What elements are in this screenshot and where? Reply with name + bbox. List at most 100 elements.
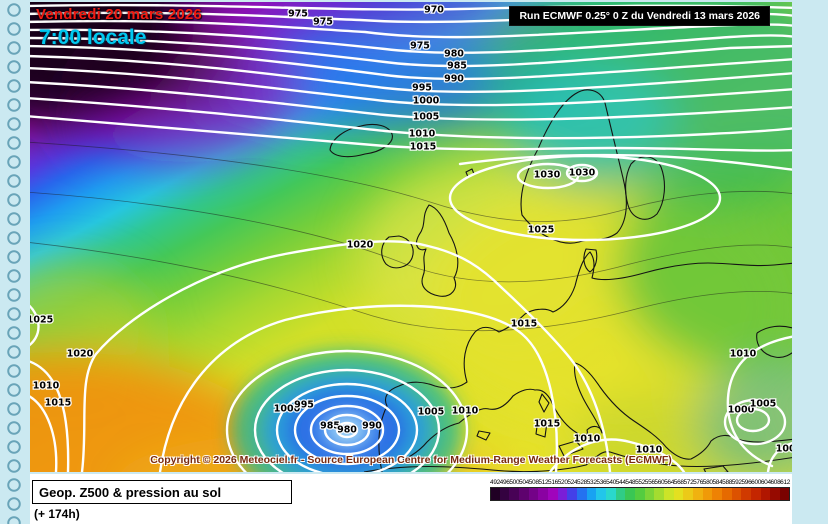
legend-color [712,487,723,501]
legend-color [586,487,597,501]
legend-value: 596 [741,479,752,486]
pressure-label: 1010 [574,434,601,445]
legend-color [751,487,761,501]
legend-entry: 524 [567,479,578,501]
pressure-labels: 9759759709759809859909951000100510101015… [30,3,792,457]
pressure-label: 995 [294,400,314,411]
z500-contours [30,141,792,331]
forecast-date: Vendredi 20 mars 2026 [36,6,202,23]
legend-color [722,487,732,501]
pressure-label: 1010 [409,129,436,140]
pressure-label: 1005 [413,112,439,123]
legend-color [702,487,713,501]
pressure-label: 1020 [347,240,374,251]
legend-color [509,487,520,501]
legend-entry: 552 [635,479,645,501]
legend-value: 568 [673,479,684,486]
legend-value: 524 [567,479,578,486]
pressure-label: 1005 [750,399,776,410]
legend-color [615,487,626,501]
legend-entry: 604 [760,479,771,501]
copyright-notice: Copyright © 2026 Meteociel.fr - Source E… [150,454,672,466]
forecast-time: 7:00 locale [39,26,147,49]
legend-value: 584 [712,479,723,486]
legend-entry: 596 [741,479,752,501]
legend-entry: 560 [654,479,665,501]
pressure-label: 1020 [67,349,94,360]
pressure-label: 1015 [410,142,436,153]
legend-value: 492 [490,479,500,486]
legend-entry: 512 [538,479,549,501]
legend-entry: 508 [528,479,539,501]
pressure-label: 1010 [33,381,60,392]
legend-color [635,487,645,501]
legend-color [528,487,539,501]
legend-value: 532 [586,479,597,486]
pressure-label: 995 [412,83,432,94]
legend-color [683,487,694,501]
map-title: Geop. Z500 & pression au sol [39,484,222,500]
pressure-label: 970 [424,5,444,16]
pressure-label: 985 [320,421,340,432]
legend-value: 496 [499,479,510,486]
pressure-label: 990 [362,421,382,432]
legend-entry: 568 [673,479,684,501]
legend-entry: 588 [722,479,732,501]
legend-value: 580 [702,479,713,486]
legend-entry: 520 [557,479,568,501]
legend-value: 540 [606,479,617,486]
legend-entry: 564 [664,479,674,501]
pressure-label: 1010 [730,349,757,360]
spiral-binding [0,0,30,524]
legend-value: 520 [557,479,568,486]
pressure-label: 1010 [452,406,479,417]
legend-color [519,487,529,501]
legend-color [499,487,510,501]
pressure-label: 1010 [636,445,663,456]
legend-value: 608 [770,479,781,486]
legend-entry: 536 [596,479,607,501]
legend-color [693,487,703,501]
legend-entry: 572 [683,479,694,501]
pressure-label: 975 [313,17,333,28]
forecast-hour: (+ 174h) [34,507,80,521]
legend-value: 516 [548,479,558,486]
legend-color [780,487,790,501]
legend-color [596,487,607,501]
legend-entry: 584 [712,479,723,501]
legend-value: 504 [519,479,529,486]
legend-color [673,487,684,501]
legend-color [557,487,568,501]
pressure-label: 1000 [728,405,755,416]
legend-color [760,487,771,501]
legend-entry: 592 [731,479,742,501]
pressure-label: 990 [444,74,464,85]
legend-entry: 496 [499,479,510,501]
legend-value: 612 [780,479,791,486]
pressure-label: 1000 [413,96,440,107]
map-title-box: Geop. Z500 & pression au sol [32,480,292,504]
legend-value: 572 [683,479,694,486]
coastlines [329,89,792,472]
pressure-label: 985 [447,61,467,72]
legend-color [567,487,578,501]
legend-color [654,487,665,501]
weather-map[interactable]: 975 975 970 975 980 985 990 995 1000 1005 1010 1015… [30,2,792,472]
legend-entry: 576 [693,479,703,501]
legend-color [606,487,616,501]
legend-entry: 504 [519,479,529,501]
pressure-label: 975 [288,9,308,20]
legend-value: 560 [654,479,665,486]
pressure-label: 1015 [45,398,71,409]
legend-entry: 540 [606,479,616,501]
legend-value: 564 [664,479,675,486]
legend-entry: 548 [625,479,636,501]
legend-value: 588 [722,479,733,486]
legend-entry: 600 [751,479,761,501]
legend-value: 528 [577,479,587,486]
legend-value: 512 [538,479,549,486]
legend-entry: 544 [615,479,626,501]
pressure-label: 1030 [534,170,561,181]
legend-entry: 500 [509,479,520,501]
legend-entry: 492 [490,479,500,501]
